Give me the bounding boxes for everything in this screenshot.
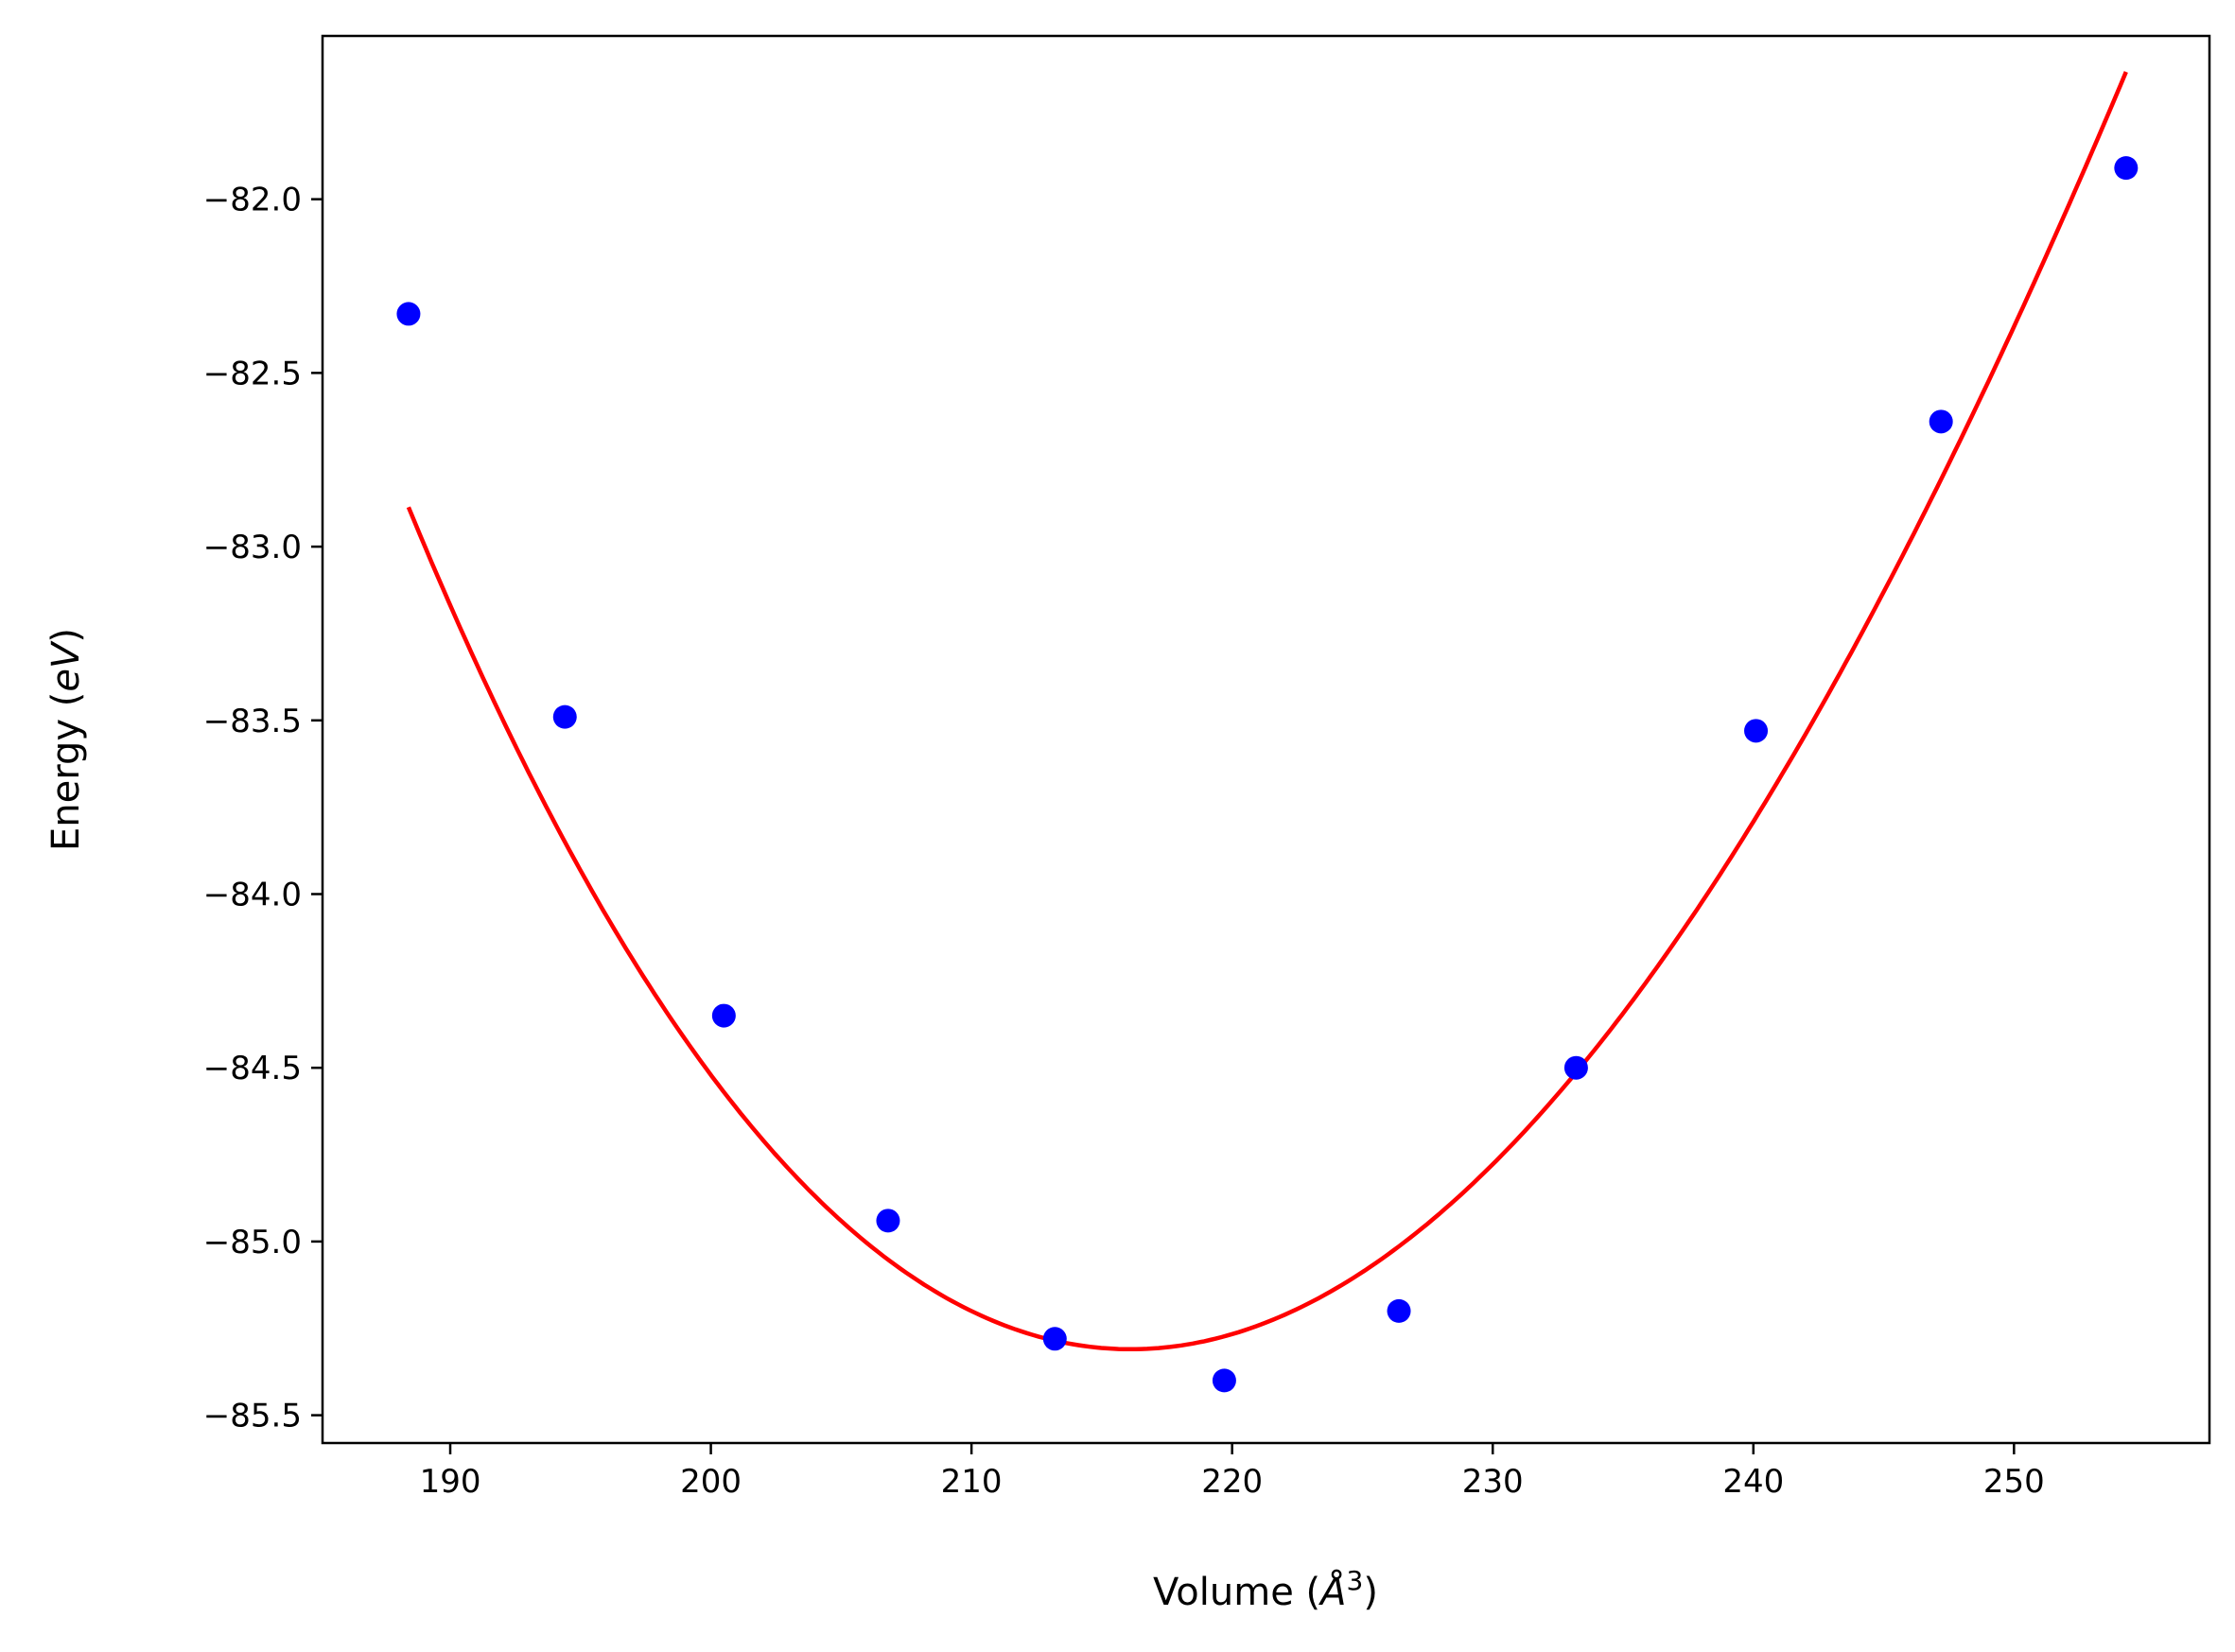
x-tick-label: 190 [420,1463,481,1501]
y-tick-label: −85.0 [203,1224,302,1261]
data-point [1563,1055,1588,1080]
fit-curve [406,71,2128,1352]
x-tick-label: 200 [680,1463,742,1501]
y-tick-label: −82.0 [203,182,302,219]
x-axis-label: Volume (Å3) [1153,1565,1378,1614]
y-tick-label: −85.5 [203,1398,302,1435]
plot-area [321,34,2211,1445]
x-tick-label: 230 [1462,1463,1524,1501]
y-axis-label-unit: eV [44,640,88,692]
y-tick-label: −83.0 [203,529,302,566]
y-tick-label: −83.5 [203,703,302,740]
x-tick-label: 250 [1983,1463,2045,1501]
y-axis-label-suffix: ) [44,628,88,643]
data-point [1929,409,1953,434]
data-points-layer [396,156,2139,1393]
x-axis-label-prefix: Volume ( [1153,1571,1320,1614]
y-tick-label: −82.5 [203,355,302,392]
y-tick-label: −84.0 [203,876,302,913]
x-tick-label: 210 [941,1463,1003,1501]
y-axis-ticks: −82.0 −82.5 −83.0 −83.5 −84.0 −84.5 −85.0 −85.5 [203,182,323,1435]
x-axis-label-exponent: 3 [1347,1565,1364,1596]
data-point [711,1003,736,1028]
fit-curve-layer [406,71,2128,1352]
data-point [552,704,577,729]
x-axis-label-suffix: ) [1363,1571,1378,1614]
y-tick-label: −84.5 [203,1050,302,1087]
x-tick-label: 240 [1722,1463,1784,1501]
data-point [1212,1368,1236,1393]
data-point [876,1209,900,1233]
data-point [1042,1327,1067,1351]
data-point [1387,1298,1411,1323]
data-point [2114,156,2139,181]
x-tick-label: 220 [1201,1463,1263,1501]
x-axis-label-symbol: Å [1318,1569,1346,1614]
y-axis-label: Energy (eV) [44,628,88,851]
y-axis-label-prefix: Energy ( [44,692,88,851]
data-point [1744,719,1769,743]
plot-frame [321,34,2211,1445]
x-axis-ticks: 190 200 210 220 230 240 250 [420,1443,2045,1501]
data-point [396,302,421,326]
